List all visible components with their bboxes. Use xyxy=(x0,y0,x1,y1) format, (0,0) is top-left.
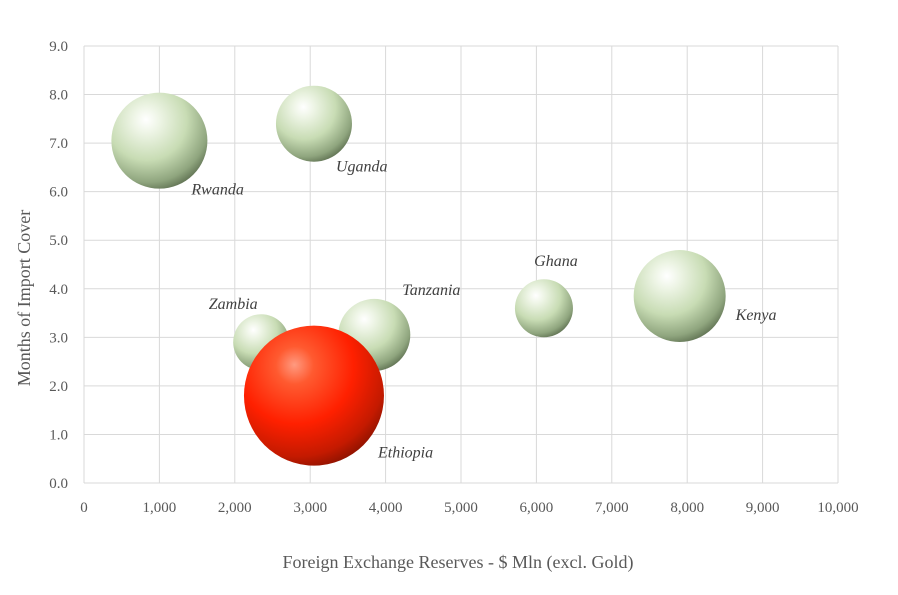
x-tick-label: 2,000 xyxy=(218,500,252,516)
bubble-label-tanzania: Tanzania xyxy=(402,282,460,299)
y-tick-label: 7.0 xyxy=(49,136,68,152)
bubble-label-ethiopia: Ethiopia xyxy=(377,445,433,462)
y-tick-label: 2.0 xyxy=(49,379,68,395)
bubble-label-uganda: Uganda xyxy=(336,159,388,176)
y-axis-title: Months of Import Cover xyxy=(14,210,34,386)
bubble-uganda xyxy=(275,85,352,162)
bubble-label-kenya: Kenya xyxy=(735,307,777,324)
y-tick-label: 1.0 xyxy=(49,427,68,443)
y-tick-label: 6.0 xyxy=(49,185,68,201)
bubble-ethiopia xyxy=(243,325,384,466)
x-tick-label: 0 xyxy=(80,500,88,516)
bubble-label-ghana: Ghana xyxy=(534,253,578,270)
x-tick-label: 1,000 xyxy=(143,500,177,516)
bubble-ghana xyxy=(514,279,573,338)
bubbles xyxy=(111,85,726,466)
x-tick-label: 5,000 xyxy=(444,500,478,516)
x-tick-label: 3,000 xyxy=(293,500,327,516)
y-tick-label: 3.0 xyxy=(49,330,68,346)
x-axis-title: Foreign Exchange Reserves - $ Mln (excl.… xyxy=(283,552,634,573)
x-tick-label: 9,000 xyxy=(746,500,780,516)
bubble-rwanda xyxy=(111,92,208,189)
x-tick-label: 10,000 xyxy=(817,500,858,516)
x-tick-label: 7,000 xyxy=(595,500,629,516)
y-tick-label: 8.0 xyxy=(49,88,68,104)
bubble-label-zambia: Zambia xyxy=(209,296,258,313)
y-tick-label: 4.0 xyxy=(49,282,68,298)
x-tick-label: 4,000 xyxy=(369,500,403,516)
x-tick-label: 6,000 xyxy=(520,500,554,516)
bubble-label-rwanda: Rwanda xyxy=(190,182,243,199)
gridlines xyxy=(83,45,839,484)
y-tick-label: 0.0 xyxy=(49,476,68,492)
bubble-labels: Rwanda Uganda Zambia Tanzania Ghana Kenya Ethi… xyxy=(190,159,776,462)
x-tick-label: 8,000 xyxy=(670,500,704,516)
bubble-kenya xyxy=(633,250,726,343)
y-tick-label: 5.0 xyxy=(49,233,68,249)
y-tick-label: 9.0 xyxy=(49,39,68,55)
tick-labels: 0 1,000 2,000 3,000 4,000 5,000 6,000 7,000 8,00… xyxy=(49,39,858,516)
